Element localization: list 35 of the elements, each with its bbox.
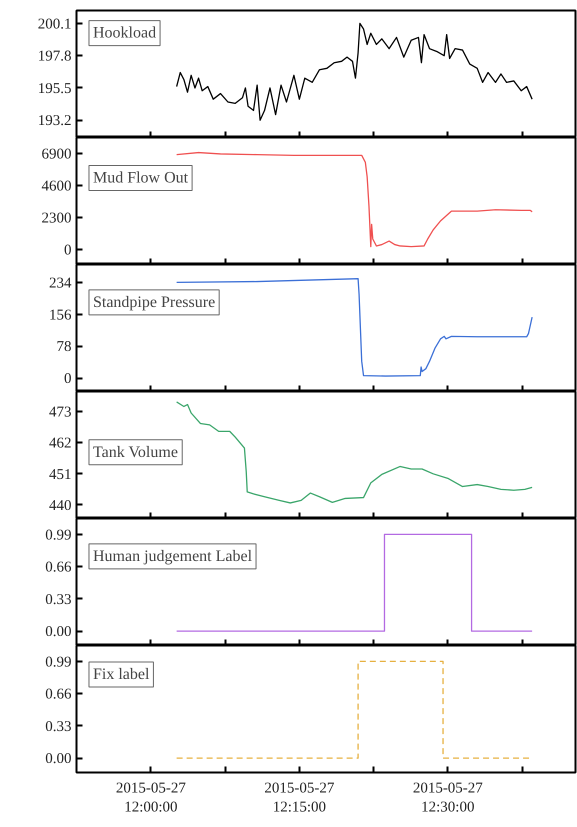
y-tick-label: 0.99 [45,654,72,670]
y-tick-label: 197.8 [38,48,72,65]
y-tick-label: 4600 [42,178,72,194]
text: Standpipe Pressure [92,294,216,311]
y-tick-label: 6900 [42,146,72,162]
text: Mud Flow Out [92,169,189,186]
text: Fix label [92,666,150,684]
y-tick-label: 0.99 [45,527,72,544]
text: Hookload [92,24,156,42]
y-tick-label: 0.66 [45,560,72,576]
y-tick-label: 2300 [42,210,72,226]
y-tick-label: 440 [49,498,72,514]
y-tick-label: 0.33 [45,592,72,608]
y-tick-label: 0.00 [45,624,72,640]
line-series [176,401,533,504]
y-tick-label: 0.66 [45,686,72,703]
y-tick-label: 193.2 [38,113,72,130]
y-tick-label: 78 [56,339,72,356]
y-tick-label: 200.1 [38,16,72,32]
x-tick-label: 2015-05-27 12:00:00 [116,780,186,816]
y-tick-label: 0.00 [45,751,72,768]
y-tick-label: 473 [49,404,72,421]
y-tick-label: 234 [49,275,72,292]
y-tick-label: 451 [49,466,72,483]
y-tick-label: 156 [49,307,72,324]
y-tick-label: 462 [49,436,72,452]
y-tick-label: 0.33 [45,718,72,735]
text: Human judgement Label [92,548,253,565]
line-series [176,22,533,121]
x-tick-label: 2015-05-27 12:30:00 [412,780,484,816]
y-tick-label: 195.5 [38,80,72,97]
y-tick-label: 0 [64,242,72,258]
text: Tank Volume [92,444,178,461]
x-tick-label: 2015-05-27 12:15:00 [264,780,335,816]
y-tick-label: 0 [64,371,72,388]
